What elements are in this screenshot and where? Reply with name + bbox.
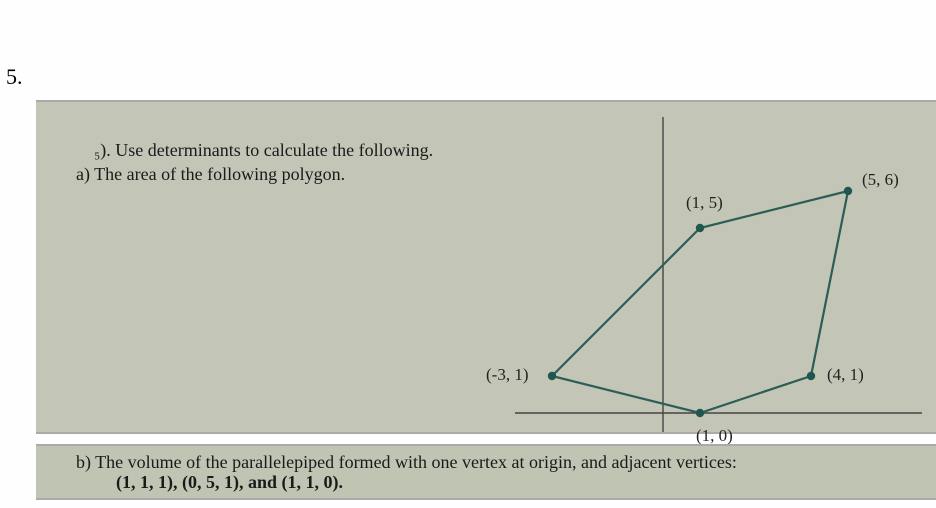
vertex-label: (5, 6)	[862, 170, 899, 190]
vertex-label: (1, 0)	[696, 426, 733, 446]
vertex-point	[807, 372, 815, 380]
part-b-line2: (1, 1, 1), (0, 5, 1), and (1, 1, 0).	[116, 472, 343, 493]
part-b-panel: b) The volume of the parallelepiped form…	[36, 444, 936, 500]
question-number: 5.	[6, 64, 23, 90]
vertex-point	[548, 372, 556, 380]
vertex-point	[696, 224, 704, 232]
page: 5. ₅). Use determinants to calculate the…	[0, 0, 936, 508]
vertex-label: (1, 5)	[686, 193, 723, 213]
vertex-point	[696, 409, 704, 417]
vertex-label: (4, 1)	[827, 365, 864, 385]
vertex-point	[844, 187, 852, 195]
part-b-line1: b) The volume of the parallelepiped form…	[76, 452, 737, 473]
vertex-label: (-3, 1)	[486, 365, 528, 385]
problem-panel: ₅). Use determinants to calculate the fo…	[36, 100, 936, 434]
